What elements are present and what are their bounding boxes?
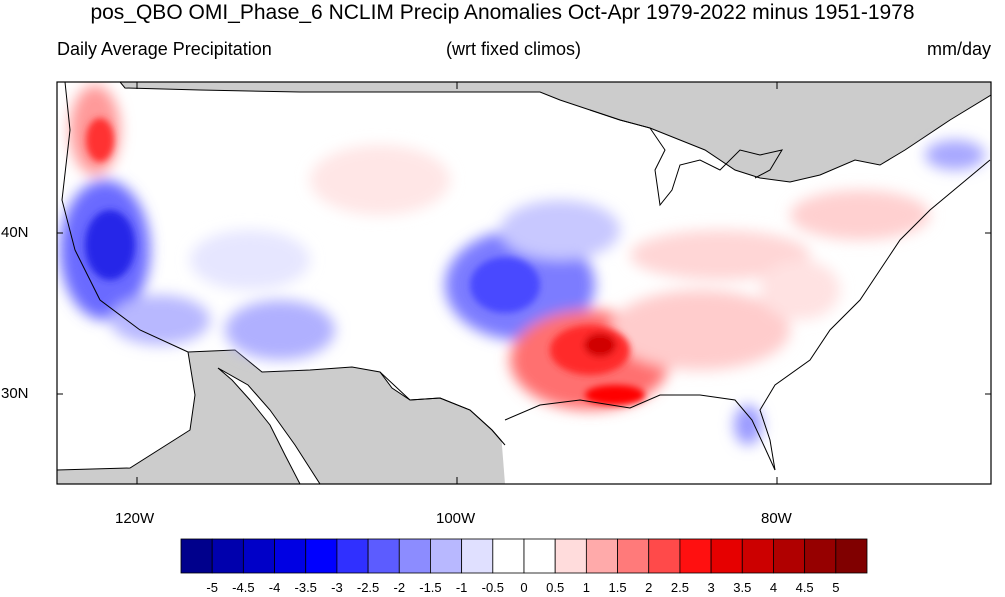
lat-label-30n: 30N — [1, 385, 29, 402]
colorbar-tick-label: -1 — [455, 580, 468, 595]
colorbar-swatch — [648, 538, 681, 574]
lon-label-120w: 120W — [115, 510, 155, 527]
coastlines — [61, 82, 991, 471]
colorbar-swatch — [679, 538, 712, 574]
lon-label-100w: 100W — [436, 510, 476, 527]
map-title: pos_QBO OMI_Phase_6 NCLIM Precip Anomali… — [90, 1, 915, 24]
subtitle-left: Daily Average Precipitation — [57, 39, 272, 59]
lon-label-80w: 80W — [761, 510, 792, 527]
colorbar-tick-label: -2.5 — [356, 580, 380, 595]
colorbar — [180, 538, 868, 574]
colorbar-swatch — [211, 538, 244, 574]
colorbar-tick-label: -0.5 — [481, 580, 505, 595]
colorbar-tick-label: 1.5 — [608, 580, 627, 595]
colorbar-swatch — [180, 538, 213, 574]
colorbar-tick-label: -5 — [206, 580, 218, 595]
units-label: mm/day — [926, 39, 991, 59]
colorbar-swatch — [305, 538, 338, 574]
colorbar-swatch — [554, 538, 587, 574]
colorbar-swatch — [398, 538, 431, 574]
colorbar-swatch — [336, 538, 369, 574]
colorbar-swatch — [710, 538, 743, 574]
colorbar-swatch — [367, 538, 400, 574]
colorbar-swatch — [773, 538, 806, 574]
anomaly-field — [60, 85, 985, 445]
colorbar-swatch — [430, 538, 463, 574]
colorbar-tick-label: 5 — [832, 580, 840, 595]
colorbar-swatch — [523, 538, 556, 574]
colorbar-swatch — [741, 538, 774, 574]
colorbar-tick-label: 1 — [582, 580, 590, 595]
colorbar-swatch — [492, 538, 525, 574]
masked-land — [57, 82, 991, 484]
colorbar-tick-label: 3 — [707, 580, 715, 595]
colorbar-tick-label: 4.5 — [795, 580, 814, 595]
colorbar-swatch — [804, 538, 837, 574]
colorbar-swatch — [585, 538, 618, 574]
colorbar-tick-label: 2.5 — [670, 580, 689, 595]
lat-label-40n: 40N — [1, 224, 29, 241]
colorbar-swatch — [835, 538, 868, 574]
colorbar-tick-label: 0 — [520, 580, 528, 595]
colorbar-swatch — [617, 538, 650, 574]
colorbar-tick-label: 2 — [645, 580, 653, 595]
colorbar-swatch — [242, 538, 275, 574]
colorbar-tick-label: -3 — [331, 580, 343, 595]
map-frame — [56, 81, 992, 485]
colorbar-tick-label: 4 — [769, 580, 778, 595]
colorbar-tick-label: 3.5 — [733, 580, 752, 595]
colorbar-swatch — [274, 538, 307, 574]
colorbar-tick-label: 0.5 — [546, 580, 565, 595]
colorbar-tick-label: -4.5 — [232, 580, 255, 595]
colorbar-tick-label: -2 — [393, 580, 406, 595]
colorbar-tick-label: -3.5 — [294, 580, 317, 595]
axis-ticks — [57, 82, 991, 484]
colorbar-tick-label: -4 — [268, 580, 281, 595]
subtitle-center: (wrt fixed climos) — [446, 39, 582, 59]
colorbar-swatch — [461, 538, 494, 574]
colorbar-tick-label: -1.5 — [419, 580, 442, 595]
